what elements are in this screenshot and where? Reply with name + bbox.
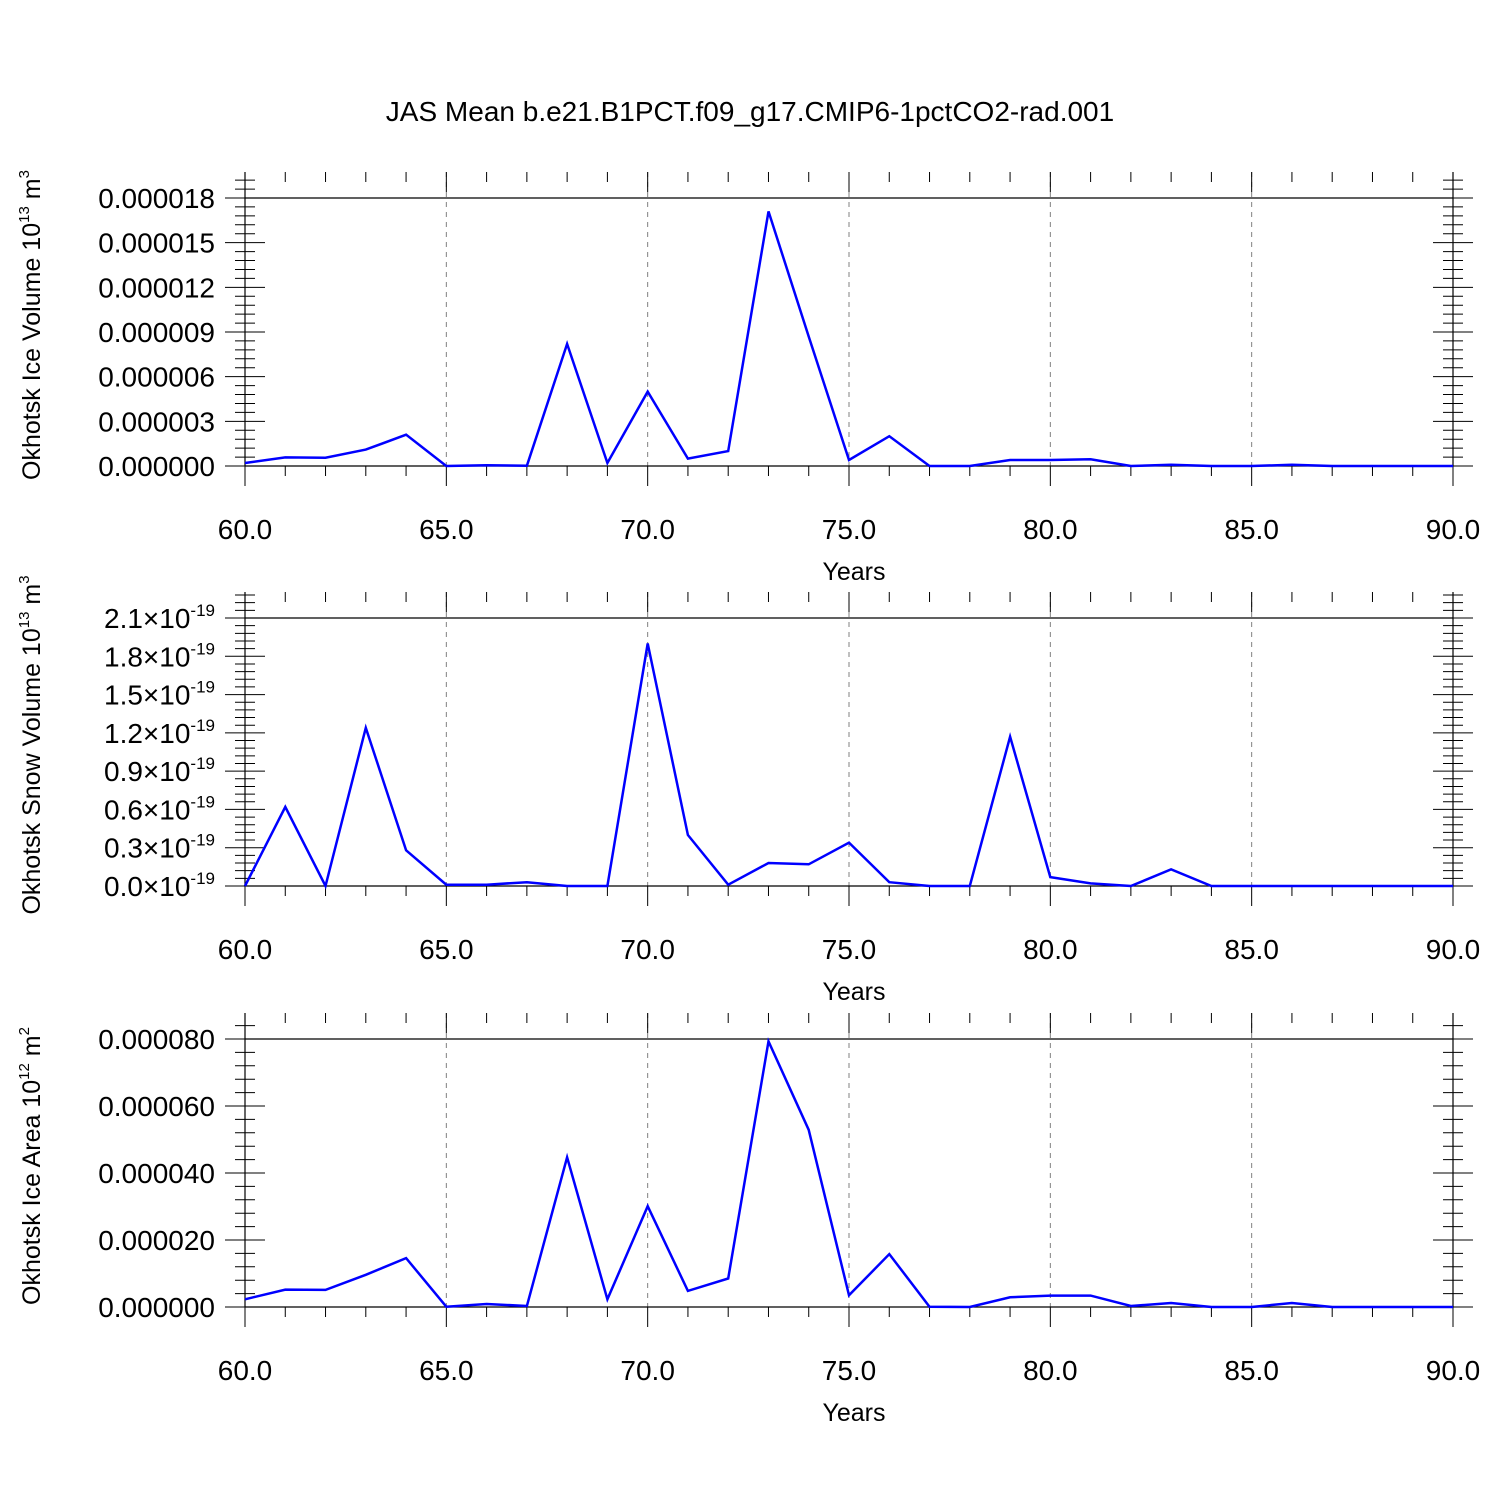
series-line (244, 1037, 1453, 1309)
y-tick-label: 0.000015 (98, 228, 215, 259)
y-axis-label-text: Okhotsk Ice Volume 10 (18, 223, 46, 480)
y-tick-exponent: -19 (190, 792, 215, 811)
x-tick-label: 70.0 (620, 1355, 675, 1386)
x-axis-label: Years (822, 558, 885, 586)
x-tick-label: 75.0 (822, 514, 877, 545)
y-axis-label-unit-exponent: 3 (16, 575, 33, 583)
y-tick-mantissa: 1.8×10 (104, 641, 190, 672)
y-axis-label-unit: m (18, 1035, 46, 1063)
y-tick-label: 0.9×10-19 (104, 754, 215, 787)
x-tick-label: 80.0 (1023, 934, 1078, 965)
x-tick-label: 65.0 (419, 934, 474, 965)
y-tick-label: 0.3×10-19 (104, 831, 215, 864)
y-tick-mantissa: 1.5×10 (104, 680, 190, 711)
y-tick-label: 1.2×10-19 (104, 716, 215, 749)
y-tick-exponent: -19 (190, 831, 215, 850)
chart-panel-2: 60.0 65.0 70.0 75.0 80.0 85.0 90.00.0×10-190.3… (16, 575, 1480, 1006)
y-tick-label: 1.8×10-19 (104, 639, 215, 672)
y-axis-label-unit: m (18, 178, 46, 206)
y-tick-label: 0.000003 (98, 406, 215, 437)
y-tick-mantissa: 0.3×10 (104, 833, 190, 864)
x-tick-label: 90.0 (1426, 934, 1481, 965)
y-axis-label-exponent: 13 (16, 206, 33, 223)
y-tick-exponent: -19 (190, 678, 215, 697)
y-tick-exponent: -19 (190, 869, 215, 888)
x-tick-label: 80.0 (1023, 1355, 1078, 1386)
y-tick-label: 0.6×10-19 (104, 792, 215, 825)
y-axis-label-unit-exponent: 2 (16, 1027, 33, 1035)
y-tick-exponent: -19 (190, 754, 215, 773)
y-axis-label: Okhotsk Ice Volume 1013 m3 (16, 170, 46, 480)
y-tick-mantissa: 0.9×10 (104, 756, 190, 787)
y-tick-label: 0.000006 (98, 362, 215, 393)
y-tick-label: 0.000012 (98, 272, 215, 303)
x-tick-label: 65.0 (419, 514, 474, 545)
y-axis-label-unit-exponent: 3 (16, 170, 33, 178)
x-axis-label: Years (822, 978, 885, 1006)
y-tick-label: 0.000000 (98, 451, 215, 482)
x-tick-label: 60.0 (218, 934, 273, 965)
x-tick-label: 85.0 (1224, 514, 1279, 545)
y-axis-label-text: Okhotsk Snow Volume 10 (18, 628, 46, 914)
y-tick-label: 0.000080 (98, 1024, 215, 1055)
y-tick-label: 0.000020 (98, 1225, 215, 1256)
y-tick-mantissa: 1.2×10 (104, 718, 190, 749)
x-tick-label: 70.0 (620, 934, 675, 965)
series-line (243, 643, 1453, 890)
x-tick-label: 90.0 (1426, 514, 1481, 545)
y-tick-label: 0.000009 (98, 317, 215, 348)
y-axis-label-exponent: 13 (16, 612, 33, 629)
y-tick-label: 0.000040 (98, 1158, 215, 1189)
y-tick-mantissa: 0.6×10 (104, 794, 190, 825)
y-tick-mantissa: 0.0×10 (104, 871, 190, 902)
x-tick-label: 85.0 (1224, 1355, 1279, 1386)
x-tick-label: 70.0 (620, 514, 675, 545)
x-tick-label: 85.0 (1224, 934, 1279, 965)
y-axis-label-exponent: 12 (16, 1063, 33, 1080)
x-tick-label: 60.0 (218, 514, 273, 545)
chart-panel-1: 60.0 65.0 70.0 75.0 80.0 85.0 90.0 0.000000 0.00… (16, 170, 1480, 586)
figure-title: JAS Mean b.e21.B1PCT.f09_g17.CMIP6-1pctC… (385, 96, 1115, 127)
x-tick-label: 75.0 (822, 934, 877, 965)
series-line (244, 211, 1453, 468)
y-tick-exponent: -19 (190, 716, 215, 735)
y-axis-label: Okhotsk Ice Area 1012 m2 (16, 1027, 46, 1305)
y-axis-label-unit: m (18, 584, 46, 612)
y-tick-label: 0.000000 (98, 1292, 215, 1323)
x-tick-label: 65.0 (419, 1355, 474, 1386)
y-tick-label: 0.000060 (98, 1091, 215, 1122)
y-tick-label: 0.0×10-19 (104, 869, 215, 902)
x-tick-label: 90.0 (1426, 1355, 1481, 1386)
y-tick-label: 0.000018 (98, 183, 215, 214)
y-tick-label: 1.5×10-19 (104, 678, 215, 711)
y-tick-exponent: -19 (190, 639, 215, 658)
x-tick-label: 80.0 (1023, 514, 1078, 545)
x-tick-label: 60.0 (218, 1355, 273, 1386)
y-tick-mantissa: 2.1×10 (104, 603, 190, 634)
y-axis-label: Okhotsk Snow Volume 1013 m3 (16, 575, 46, 914)
chart-panel-3: 60.0 65.0 70.0 75.0 80.0 85.0 90.0 0.000000 0.00… (16, 1013, 1480, 1427)
y-tick-label: 2.1×10-19 (104, 601, 215, 634)
y-tick-exponent: -19 (190, 601, 215, 620)
x-tick-label: 75.0 (822, 1355, 877, 1386)
y-axis-label-text: Okhotsk Ice Area 10 (18, 1080, 46, 1305)
x-axis-label: Years (822, 1399, 885, 1427)
